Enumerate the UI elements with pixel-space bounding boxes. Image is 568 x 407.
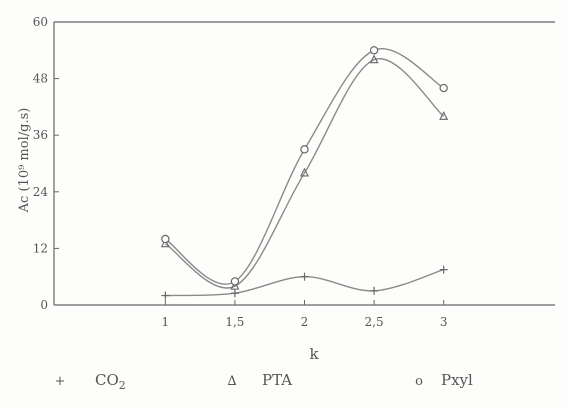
point-pta xyxy=(369,54,379,64)
axes xyxy=(53,21,555,306)
x-axis-label: k xyxy=(309,345,319,363)
x-axis-ticks: 1 1,5 2 2,5 3 xyxy=(162,300,448,329)
x-tick-label: 2,5 xyxy=(365,315,384,329)
point-co2 xyxy=(439,265,448,274)
series-lines xyxy=(164,48,445,297)
x-tick-label: 1,5 xyxy=(225,315,244,329)
point-pxyl xyxy=(300,145,309,154)
y-tick-label: 12 xyxy=(33,241,48,255)
y-tick-label: 36 xyxy=(33,128,48,142)
point-co2 xyxy=(370,286,379,295)
x-tick-label: 2 xyxy=(301,315,309,329)
legend-label: CO2 xyxy=(95,371,126,392)
point-co2 xyxy=(300,272,309,281)
y-tick-label: 60 xyxy=(33,15,48,29)
legend: + CO2 ∆ PTA o Pxyl xyxy=(55,371,473,392)
series-markers xyxy=(160,46,449,300)
y-tick-label: 48 xyxy=(33,72,48,86)
legend-symbol: ∆ xyxy=(227,374,236,389)
point-pxyl xyxy=(439,83,448,93)
x-tick-label: 1 xyxy=(162,315,170,329)
y-axis-ticks: 0 12 24 36 48 60 xyxy=(33,15,59,312)
y-tick-label: 0 xyxy=(40,298,48,312)
point-pxyl xyxy=(161,234,170,244)
y-axis-label: Ac (10⁹ mol/g.s) xyxy=(17,108,32,214)
point-pxyl xyxy=(369,46,379,55)
y-tick-label: 24 xyxy=(33,185,49,199)
series-line-pta xyxy=(164,58,445,289)
legend-label-subscript: 2 xyxy=(119,379,126,392)
point-pxyl xyxy=(230,277,240,286)
point-co2 xyxy=(230,289,239,298)
x-tick-label: 3 xyxy=(440,315,448,329)
point-pta xyxy=(439,111,449,120)
legend-label: PTA xyxy=(262,371,292,389)
series-line-pxyl xyxy=(164,48,445,285)
point-co2 xyxy=(161,291,170,300)
legend-symbol: + xyxy=(55,374,66,389)
point-pta xyxy=(230,280,240,290)
point-pta xyxy=(160,238,170,248)
legend-label: Pxyl xyxy=(441,371,473,389)
point-pta xyxy=(299,167,310,177)
legend-symbol: o xyxy=(415,374,423,389)
